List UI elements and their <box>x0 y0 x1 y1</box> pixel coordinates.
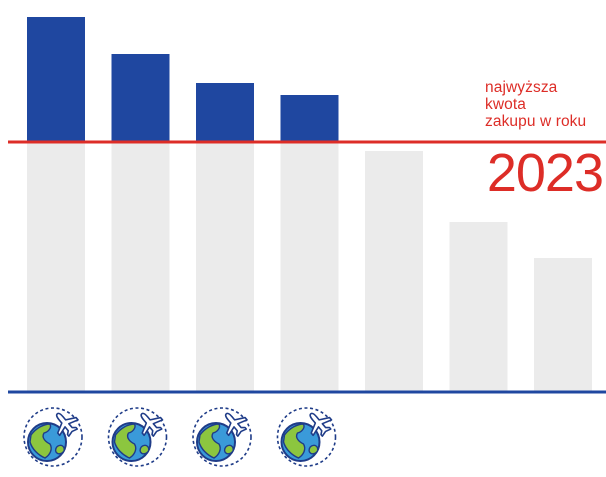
bar-6 <box>449 222 508 392</box>
bar-5-below-threshold <box>365 151 423 392</box>
bar-2-below-threshold <box>111 142 170 392</box>
bar-6-below-threshold <box>449 222 508 392</box>
bar-1 <box>27 17 85 392</box>
bar-3-above-threshold <box>196 83 254 142</box>
globe-airplane-icon <box>23 405 84 467</box>
bar-1-below-threshold <box>27 142 85 392</box>
bar-5 <box>365 151 423 392</box>
bar-4-above-threshold <box>280 95 339 142</box>
globe-airplane-icon <box>276 405 337 467</box>
bar-2-above-threshold <box>111 54 170 142</box>
bar-2 <box>111 54 170 392</box>
globe-airplane-icon <box>192 405 253 467</box>
bar-7 <box>534 258 592 392</box>
bar-4 <box>280 95 339 392</box>
bar-4-below-threshold <box>280 142 339 392</box>
threshold-label: najwyższa kwota zakupu w roku <box>485 79 587 130</box>
bar-3 <box>196 83 254 392</box>
threshold-year: 2023 <box>486 143 604 203</box>
bar-3-below-threshold <box>196 142 254 392</box>
globe-airplane-icon <box>107 405 168 467</box>
bar-1-above-threshold <box>27 17 85 142</box>
bar-7-below-threshold <box>534 258 592 392</box>
